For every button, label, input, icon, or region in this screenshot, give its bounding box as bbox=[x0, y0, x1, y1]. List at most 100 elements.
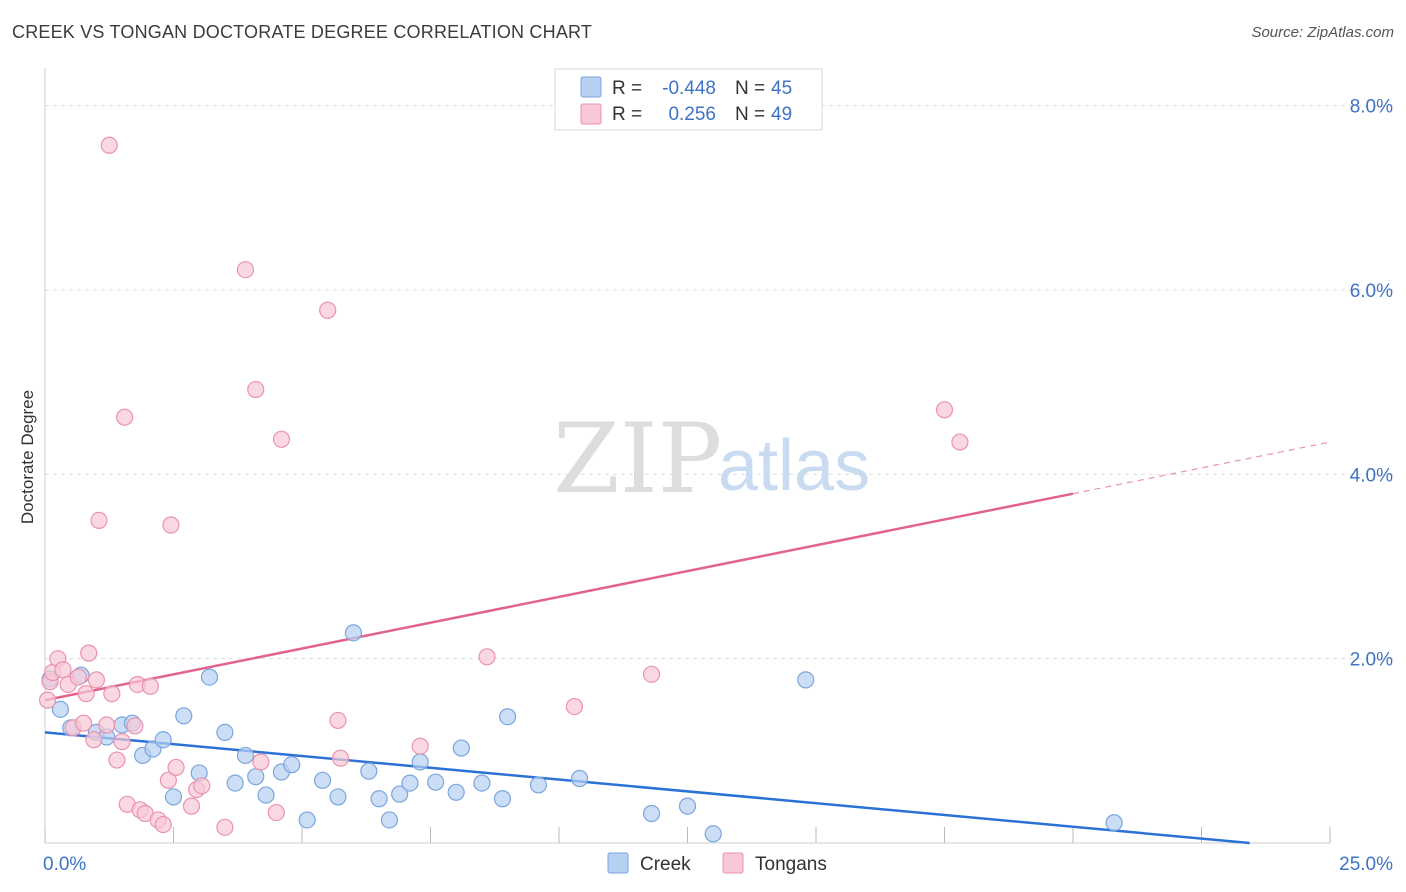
y-tick-label: 4.0% bbox=[1350, 465, 1393, 486]
tongans-point bbox=[411, 737, 429, 755]
tongans-point bbox=[329, 711, 347, 730]
tongans-point bbox=[951, 433, 969, 451]
creek-point bbox=[499, 708, 517, 726]
legend-n-label: N = bbox=[735, 104, 765, 125]
legend: R = -0.448 N = 45 R = 0.256 N = 49 bbox=[554, 68, 823, 131]
legend-r-value: 0.256 bbox=[668, 104, 716, 125]
creek-point bbox=[411, 753, 429, 771]
legend-n-label: N = bbox=[735, 78, 765, 99]
legend-r-value: -0.448 bbox=[662, 78, 716, 99]
creek-point bbox=[164, 788, 183, 806]
bottom-legend: Creek Tongans bbox=[607, 852, 827, 875]
creek-point bbox=[493, 790, 512, 808]
creek-point bbox=[391, 785, 409, 803]
creek-point bbox=[200, 668, 219, 686]
tongans-point bbox=[193, 777, 211, 795]
bottom-legend-swatch-tongans bbox=[722, 852, 744, 874]
creek-point bbox=[283, 756, 301, 774]
tongans-point bbox=[74, 714, 93, 732]
creek-point bbox=[226, 774, 244, 792]
tongans-point bbox=[267, 803, 285, 822]
legend-n-value: 49 bbox=[771, 104, 792, 125]
creek-point bbox=[678, 797, 697, 815]
tongans-point bbox=[87, 671, 106, 689]
creek-point bbox=[452, 739, 470, 757]
watermark-zip: ZIP bbox=[553, 403, 722, 515]
creek-point bbox=[473, 774, 491, 792]
watermark-atlas: atlas bbox=[718, 426, 870, 506]
creek-point bbox=[704, 825, 722, 843]
tongans-point bbox=[167, 758, 185, 777]
tongans-point bbox=[108, 751, 126, 769]
legend-swatch-tongans bbox=[580, 103, 602, 125]
creek-point bbox=[370, 790, 388, 808]
tongans-point bbox=[77, 685, 95, 703]
creek-point bbox=[257, 786, 275, 804]
tongans-point bbox=[69, 668, 88, 686]
creek-point bbox=[570, 769, 589, 788]
tongans-point bbox=[252, 753, 270, 771]
tick-labels: 2.0% 4.0% 6.0% 8.0% 0.0% 25.0% bbox=[43, 97, 1393, 875]
y-tick-label: 6.0% bbox=[1350, 281, 1393, 302]
creek-point bbox=[797, 671, 815, 689]
creek-point bbox=[329, 788, 347, 806]
tongans-point bbox=[182, 797, 201, 815]
tongans-point bbox=[90, 511, 108, 530]
bottom-legend-label-creek: Creek bbox=[640, 854, 691, 875]
grid-lines bbox=[45, 105, 1395, 660]
tongans-point bbox=[113, 733, 131, 751]
creek-point bbox=[298, 811, 316, 829]
tongans-point bbox=[247, 380, 265, 399]
tongans-point bbox=[85, 731, 103, 749]
creek-point bbox=[216, 723, 234, 741]
axes bbox=[44, 68, 1331, 844]
tongans-point bbox=[100, 136, 118, 154]
tongans-point bbox=[38, 691, 57, 709]
creek-point bbox=[236, 746, 255, 765]
y-axis-label: Doctorate Degree bbox=[18, 390, 37, 524]
y-tick-label: 8.0% bbox=[1350, 97, 1393, 118]
tongans-trendline-extension bbox=[1072, 441, 1331, 495]
creek-point bbox=[51, 700, 70, 718]
tongans-point bbox=[478, 648, 496, 666]
tongans-point bbox=[159, 771, 177, 789]
tongans-point bbox=[935, 401, 954, 419]
tongans-point bbox=[154, 815, 172, 834]
creek-point bbox=[401, 774, 419, 792]
tongans-point bbox=[141, 677, 159, 695]
creek-point bbox=[380, 811, 398, 829]
source-label: Source: ZipAtlas.com bbox=[1251, 24, 1394, 41]
bottom-legend-label-tongans: Tongans bbox=[755, 854, 827, 875]
bottom-legend-swatch-creek bbox=[607, 852, 629, 874]
tongans-point bbox=[272, 430, 291, 448]
creek-point bbox=[642, 804, 661, 823]
creek-point bbox=[427, 773, 445, 791]
creek-point bbox=[344, 624, 362, 642]
x-tick-label: 0.0% bbox=[43, 854, 86, 875]
tongans-point bbox=[642, 665, 661, 683]
chart-title: CREEK VS TONGAN DOCTORATE DEGREE CORRELA… bbox=[12, 22, 593, 42]
y-tick-label: 2.0% bbox=[1350, 650, 1393, 671]
legend-r-label: R = bbox=[612, 104, 642, 125]
data-points bbox=[38, 136, 1123, 843]
creek-point bbox=[154, 731, 172, 749]
tongans-point bbox=[236, 261, 255, 279]
tongans-point bbox=[319, 301, 337, 319]
creek-point bbox=[313, 771, 332, 789]
tongans-point bbox=[162, 516, 180, 534]
tongans-point bbox=[565, 697, 584, 716]
tongans-point bbox=[80, 644, 98, 662]
tongans-point bbox=[126, 717, 144, 735]
tongans-trendline bbox=[44, 492, 1074, 702]
creek-point bbox=[247, 768, 265, 786]
creek-point bbox=[529, 776, 548, 794]
legend-swatch-creek bbox=[580, 76, 602, 98]
tongans-point bbox=[54, 661, 72, 679]
tongans-point bbox=[98, 716, 116, 734]
tongans-point bbox=[103, 685, 121, 703]
creek-point bbox=[447, 783, 465, 801]
tongans-point bbox=[116, 408, 134, 426]
x-tick-label: 25.0% bbox=[1339, 854, 1393, 875]
legend-n-value: 45 bbox=[771, 78, 792, 99]
